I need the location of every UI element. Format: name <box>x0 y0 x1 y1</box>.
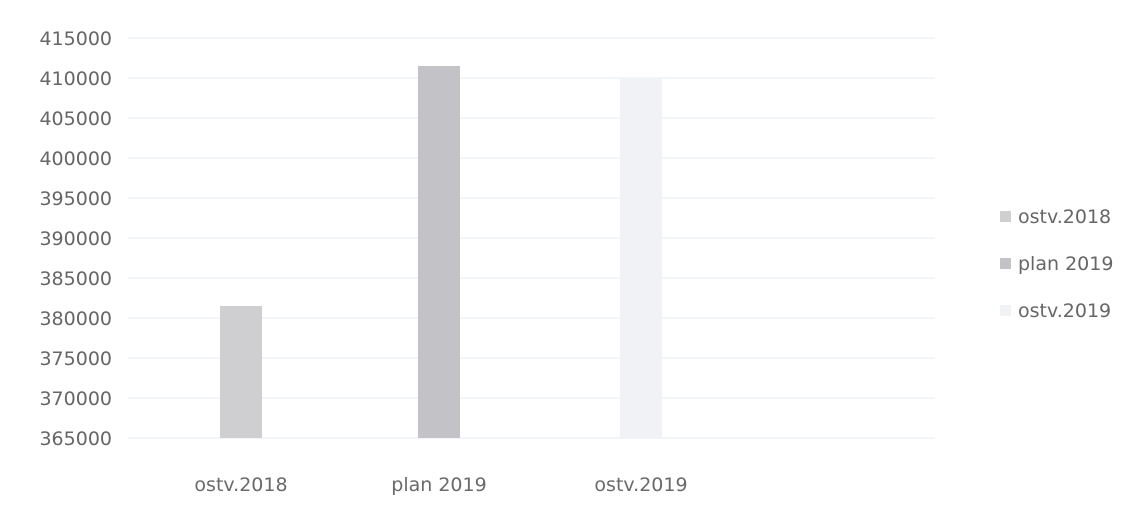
y-tick-label: 380000 <box>39 308 112 330</box>
x-tick-label: ostv.2018 <box>194 474 287 496</box>
legend: ostv.2018 plan 2019 ostv.2019 <box>1000 206 1113 322</box>
y-tick-label: 395000 <box>39 188 112 210</box>
bar-2 <box>418 66 460 438</box>
y-tick-label: 400000 <box>39 148 112 170</box>
x-tick-label: plan 2019 <box>391 474 486 496</box>
legend-label: plan 2019 <box>1018 253 1113 275</box>
y-tick-label: 385000 <box>39 268 112 290</box>
x-axis-tick-labels: ostv.2018 plan 2019 ostv.2019 <box>194 474 687 496</box>
y-tick-label: 365000 <box>39 428 112 450</box>
y-tick-label: 405000 <box>39 108 112 130</box>
y-tick-label: 390000 <box>39 228 112 250</box>
gridlines <box>128 37 935 439</box>
bar-3 <box>620 78 662 438</box>
legend-label: ostv.2019 <box>1018 300 1111 322</box>
y-tick-label: 370000 <box>39 388 112 410</box>
bars <box>220 66 662 438</box>
bar-1 <box>220 306 262 438</box>
x-tick-label: ostv.2019 <box>594 474 687 496</box>
legend-swatch <box>1000 305 1011 316</box>
legend-label: ostv.2018 <box>1018 206 1111 228</box>
legend-swatch <box>1000 258 1011 269</box>
y-tick-label: 375000 <box>39 348 112 370</box>
y-tick-label: 410000 <box>39 68 112 90</box>
legend-swatch <box>1000 211 1011 222</box>
y-axis-tick-labels: 415000 410000 405000 400000 395000 390000 3850… <box>39 28 112 450</box>
y-tick-label: 415000 <box>39 28 112 50</box>
